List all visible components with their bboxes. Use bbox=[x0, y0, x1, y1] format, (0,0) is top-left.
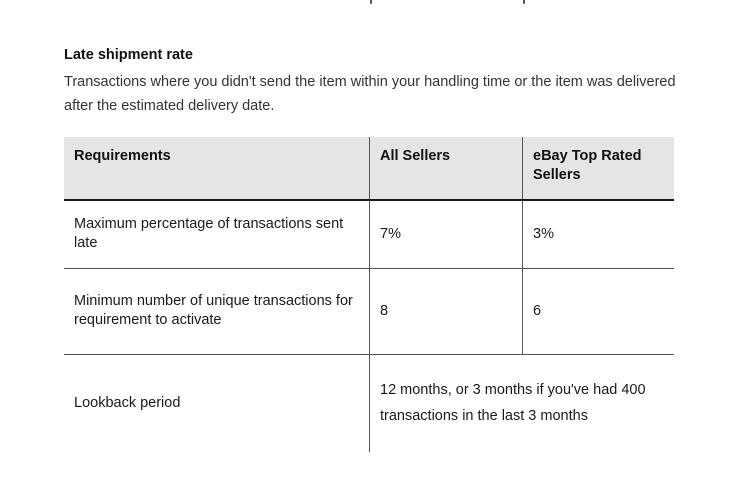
section-title: Late shipment rate bbox=[64, 47, 193, 63]
table-row: Minimum number of unique transactions fo… bbox=[64, 268, 674, 355]
top-rated-cell: 3% bbox=[522, 200, 674, 269]
column-header-requirements: Requirements bbox=[64, 137, 370, 201]
clipped-glyph bbox=[370, 0, 372, 4]
column-header-all-sellers: All Sellers bbox=[369, 137, 523, 201]
lookback-period-value-cell: 12 months, or 3 months if you've had 400… bbox=[369, 354, 674, 452]
table-header-row: Requirements All Sellers eBay Top Rated … bbox=[64, 137, 674, 201]
table-row: Maximum percentage of transactions sent … bbox=[64, 200, 674, 269]
top-rated-cell: 6 bbox=[522, 268, 674, 355]
section-description: Transactions where you didn't send the i… bbox=[64, 74, 676, 114]
requirement-cell: Maximum percentage of transactions sent … bbox=[64, 200, 370, 269]
requirement-cell: Lookback period bbox=[74, 395, 181, 412]
requirements-table: Requirements All Sellers eBay Top Rated … bbox=[64, 137, 674, 452]
all-sellers-cell: 8 bbox=[369, 268, 523, 355]
clipped-glyph bbox=[523, 0, 525, 4]
requirement-cell: Minimum number of unique transactions fo… bbox=[64, 268, 370, 355]
all-sellers-cell: 7% bbox=[369, 200, 523, 269]
table-row: Lookback period 12 months, or 3 months i… bbox=[64, 354, 674, 452]
column-header-top-rated: eBay Top Rated Sellers bbox=[522, 137, 674, 201]
clipped-text-fragment bbox=[318, 0, 532, 6]
